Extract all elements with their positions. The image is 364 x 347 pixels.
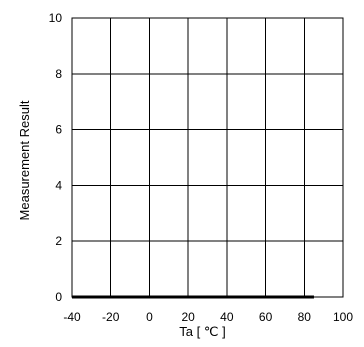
x-tick-label-2: 0 xyxy=(146,310,153,324)
y-tick-label-5: 10 xyxy=(49,11,63,25)
y-tick-label-4: 8 xyxy=(55,67,62,81)
x-tick-label-3: 20 xyxy=(181,310,195,324)
x-tick-label-4: 40 xyxy=(220,310,234,324)
plot-frame xyxy=(71,17,344,298)
y-tick-label-3: 6 xyxy=(55,123,62,137)
y-axis-title: Measurement Result xyxy=(17,100,32,220)
chart-grid xyxy=(72,18,343,297)
x-tick-labels: -40 -20 0 20 40 60 80 100 xyxy=(63,310,353,324)
x-tick-label-0: -40 xyxy=(63,310,81,324)
x-tick-label-6: 80 xyxy=(298,310,312,324)
y-tick-label-0: 0 xyxy=(55,290,62,304)
x-tick-label-5: 60 xyxy=(259,310,273,324)
y-tick-label-2: 4 xyxy=(55,178,62,192)
x-tick-label-7: 100 xyxy=(333,310,353,324)
y-tick-labels: 0 2 4 6 8 10 xyxy=(49,11,63,304)
x-axis-title: Ta [ ℃ ] xyxy=(179,324,225,339)
x-tick-label-1: -20 xyxy=(102,310,120,324)
y-tick-label-1: 2 xyxy=(55,234,62,248)
